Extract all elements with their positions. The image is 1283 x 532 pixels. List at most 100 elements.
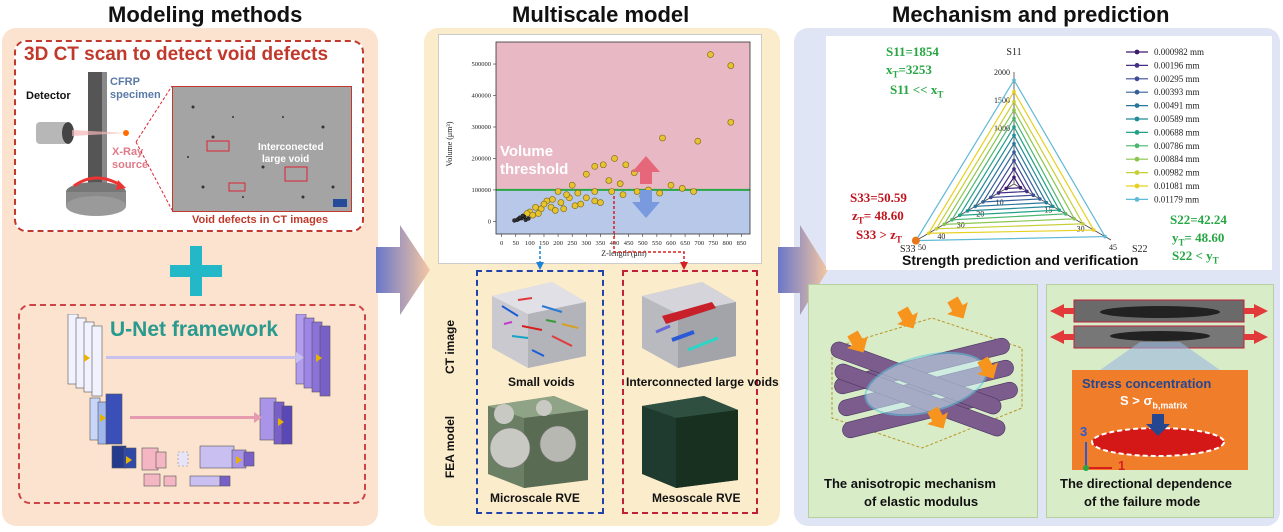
note-s22-compare: S22 < yT bbox=[1172, 248, 1219, 266]
legend-marker bbox=[1134, 89, 1140, 95]
scatter-point bbox=[597, 199, 604, 206]
fiber-bundle-illustration bbox=[830, 296, 1023, 449]
radar-series-point bbox=[981, 200, 985, 204]
ct-zoom-lines bbox=[135, 86, 173, 211]
void-label-2: large void bbox=[262, 154, 310, 165]
void-label-1: Interconected bbox=[258, 142, 324, 153]
radar-series-point bbox=[1012, 78, 1016, 82]
mesoscale-rve-image bbox=[642, 396, 738, 488]
radar-series-point bbox=[926, 231, 931, 236]
scatter-point bbox=[529, 211, 536, 219]
anisotropic-label-2: of elastic modulus bbox=[864, 494, 979, 509]
radar-series-point bbox=[1012, 158, 1016, 163]
scatter-point bbox=[616, 180, 624, 187]
legend-marker bbox=[1134, 197, 1140, 202]
y-tick-label: 100000 bbox=[472, 187, 492, 194]
radar-series-point bbox=[988, 195, 993, 200]
mesoscale-rve-label: Mesoscale RVE bbox=[652, 491, 741, 505]
radar-series-point bbox=[1012, 133, 1016, 138]
radar-series-point bbox=[957, 213, 962, 218]
x-tick-label: 250 bbox=[567, 240, 577, 247]
directional-label-2: of the failure mode bbox=[1084, 494, 1201, 509]
radar-series-point bbox=[1012, 116, 1016, 121]
directional-label-1: The directional dependence bbox=[1060, 476, 1232, 491]
scatter-plot-border bbox=[495, 41, 751, 235]
radar-series-polygon bbox=[966, 134, 1054, 212]
x-tick-label: 500 bbox=[638, 240, 648, 247]
x-tick-label: 600 bbox=[666, 240, 676, 247]
radar-axis-s11: S11 bbox=[1006, 47, 1021, 58]
radar-series-point bbox=[1012, 125, 1016, 129]
radar-series-point bbox=[1103, 234, 1107, 239]
radar-series-point bbox=[1012, 141, 1016, 146]
scatter-point bbox=[591, 163, 599, 170]
note-s33-compare: S33 > zT bbox=[856, 227, 902, 245]
large-voids-label: Interconnected large voids bbox=[626, 375, 779, 389]
small-voids-label: Small voids bbox=[508, 375, 575, 389]
anisotropic-label-1: The anisotropic mechanism bbox=[824, 476, 996, 491]
stress-concentration-label: Stress concentration bbox=[1082, 376, 1212, 391]
scatter-point bbox=[526, 216, 531, 221]
unet-diagram bbox=[67, 314, 331, 487]
scatter-point bbox=[554, 188, 562, 195]
radar-series-polygon bbox=[958, 125, 1061, 217]
note-zt: zT= 48.60 bbox=[852, 208, 904, 226]
threshold-updown-arrow-icon bbox=[632, 156, 660, 218]
legend-marker bbox=[1134, 116, 1140, 122]
legend-label: 0.00688 mm bbox=[1154, 127, 1200, 137]
side-label-ct-image: CT image bbox=[443, 320, 457, 375]
scatter-point bbox=[605, 177, 613, 184]
radar-series-point bbox=[1091, 228, 1096, 232]
axis-1-label: 1 bbox=[1118, 458, 1126, 473]
scatter-point bbox=[574, 189, 582, 197]
radar-series-point bbox=[1031, 193, 1036, 197]
ct-image bbox=[172, 86, 352, 212]
strength-title: Strength prediction and verification bbox=[902, 252, 1139, 268]
radar-tick-s22: 30 bbox=[1077, 224, 1085, 233]
x-tick-label: 0 bbox=[500, 240, 503, 247]
legend-marker bbox=[1134, 130, 1140, 135]
x-tick-label: 100 bbox=[525, 240, 535, 247]
radar-axis-s33: S33 bbox=[900, 244, 916, 255]
heading-mechanism: Mechanism and prediction bbox=[892, 2, 1170, 27]
radar-series-polygon bbox=[943, 108, 1076, 225]
scatter-point bbox=[727, 62, 735, 69]
xray-label-2: source bbox=[112, 159, 149, 171]
scatter-point bbox=[707, 51, 714, 58]
legend-marker bbox=[1134, 156, 1140, 162]
scatter-point bbox=[690, 188, 697, 195]
chart-connector-lines bbox=[536, 196, 688, 270]
radar-series-point bbox=[1004, 186, 1009, 191]
scatter-point bbox=[583, 194, 590, 202]
specimen-label-1: CFRP bbox=[110, 76, 140, 88]
scatter-point bbox=[656, 189, 663, 197]
scatter-point bbox=[694, 137, 702, 145]
radar-series-polygon bbox=[989, 159, 1035, 199]
radar-series-point bbox=[1072, 217, 1077, 221]
radar-series-polygon bbox=[997, 167, 1028, 194]
radar-series-polygon bbox=[927, 90, 1095, 234]
legend-label: 0.000982 mm bbox=[1154, 47, 1204, 57]
radar-series-point bbox=[942, 222, 946, 227]
x-tick-label: 200 bbox=[553, 240, 563, 247]
y-tick-label: 300000 bbox=[472, 124, 492, 131]
y-tick-label: 0 bbox=[488, 218, 491, 225]
legend-marker bbox=[1134, 143, 1140, 149]
ct-caption: Void defects in CT images bbox=[192, 214, 329, 226]
radar-series-point bbox=[1012, 150, 1016, 154]
scatter-x-label: Z-length (μm) bbox=[601, 249, 647, 258]
radar-series-point bbox=[1012, 108, 1016, 112]
scatter-point bbox=[571, 202, 579, 209]
heading-modeling: Modeling methods bbox=[108, 2, 303, 27]
axis-3-label: 3 bbox=[1080, 424, 1088, 439]
note-s33: S33=50.59 bbox=[850, 190, 907, 205]
plus-icon bbox=[170, 246, 222, 296]
radar-tick-s11: 1000 bbox=[994, 124, 1010, 133]
radar-series-point bbox=[1012, 89, 1016, 94]
scatter-point bbox=[611, 155, 618, 162]
scatter-point bbox=[608, 188, 616, 195]
large-voids-box bbox=[622, 270, 758, 514]
xray-label-1: X-Ray bbox=[112, 146, 144, 158]
radar-series-point bbox=[973, 204, 978, 209]
